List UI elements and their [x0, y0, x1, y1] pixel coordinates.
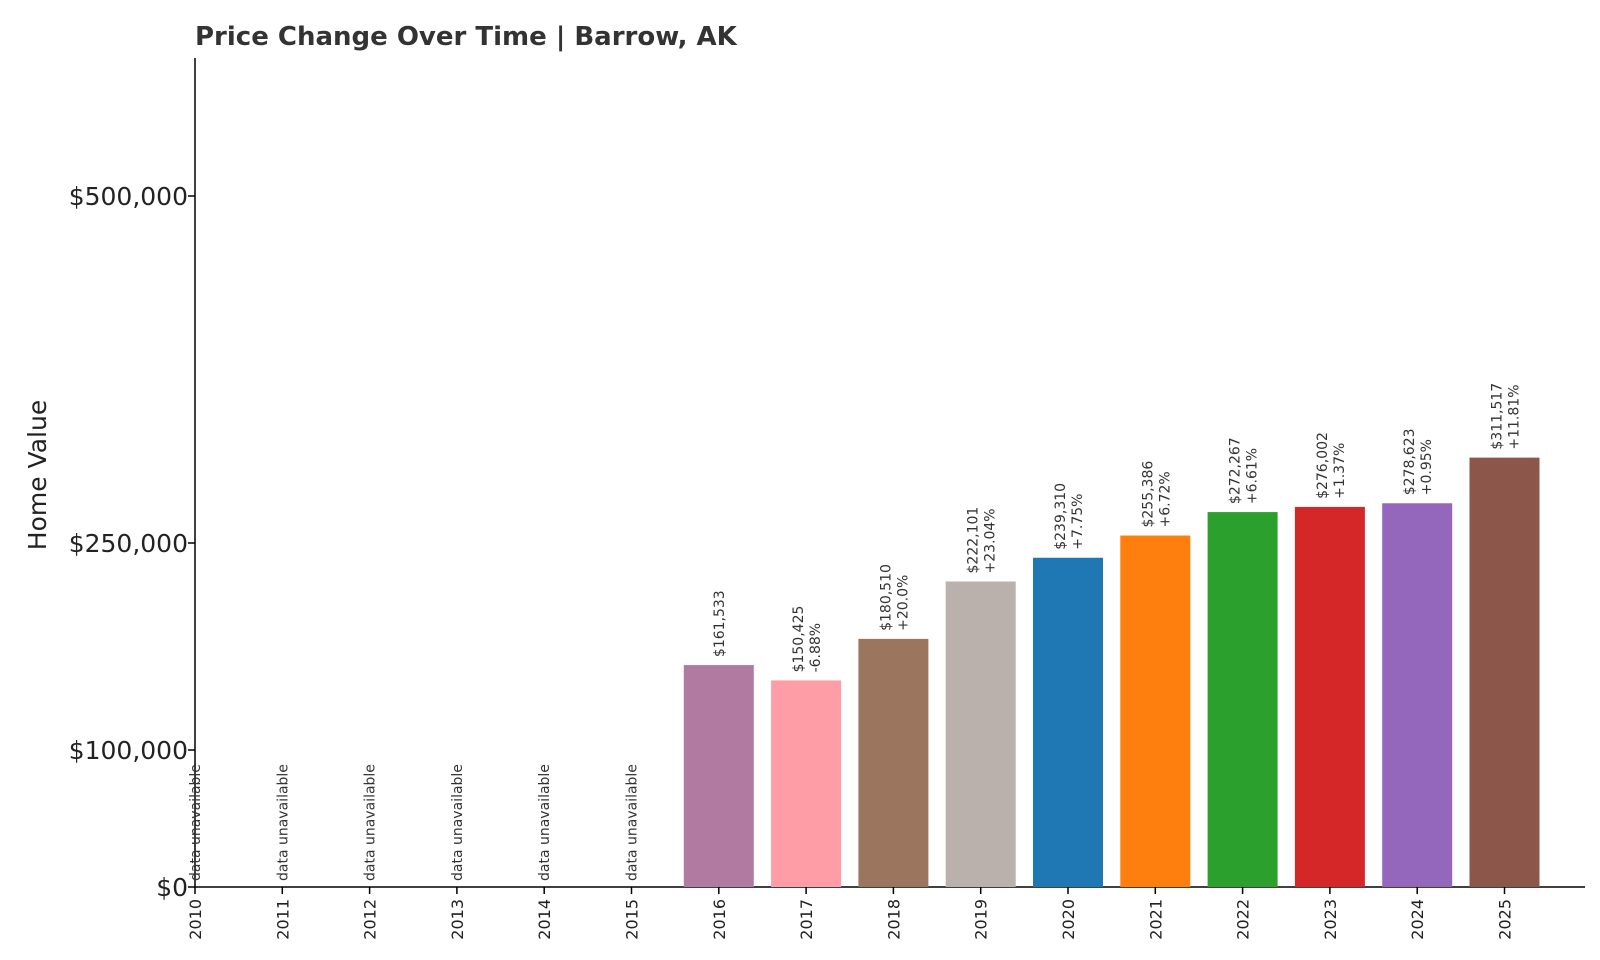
- bar: [1294, 506, 1365, 887]
- x-tick-label: 2011: [273, 899, 292, 940]
- unavailable-label: data unavailable: [537, 764, 553, 881]
- bar: [1120, 535, 1191, 887]
- value-label: $222,101: [966, 507, 982, 574]
- value-label: $272,267: [1228, 437, 1244, 504]
- bar: [858, 638, 929, 887]
- x-tick-label: 2022: [1234, 899, 1253, 940]
- value-label: $255,386: [1140, 461, 1156, 528]
- unavailable-label: data unavailable: [275, 764, 291, 881]
- y-tick-label: $0: [156, 873, 188, 902]
- x-tick-label: 2020: [1059, 899, 1078, 940]
- y-tick-label: $100,000: [69, 736, 188, 765]
- x-tick-label: 2012: [361, 899, 380, 940]
- x-tick-label: 2014: [535, 899, 554, 940]
- y-axis-label: Home Value: [23, 400, 52, 550]
- x-tick-label: 2019: [972, 899, 991, 940]
- bar: [1033, 557, 1103, 887]
- change-label: +0.95%: [1419, 439, 1435, 495]
- x-tick-label: 2021: [1146, 899, 1165, 940]
- change-label: +11.81%: [1507, 384, 1523, 449]
- value-label: $239,310: [1053, 483, 1069, 550]
- x-tick-label: 2025: [1496, 899, 1515, 940]
- y-ticks: $0 $100,000 $250,000 $500,000: [69, 182, 195, 902]
- value-label: $161,533: [712, 590, 728, 657]
- change-label: +6.72%: [1157, 471, 1173, 527]
- unavailable-label: data unavailable: [625, 764, 641, 881]
- x-tick-label: 2018: [884, 899, 903, 940]
- bar: [945, 581, 1016, 887]
- bar: [1207, 512, 1278, 887]
- x-tick-label: 2013: [448, 899, 467, 940]
- x-tick-label: 2010: [186, 899, 205, 940]
- unavailable-label: data unavailable: [188, 764, 204, 881]
- unavailable-label: data unavailable: [363, 764, 379, 881]
- x-tick-label: 2024: [1408, 899, 1427, 940]
- x-tick-label: 2023: [1321, 899, 1340, 940]
- change-label: +6.61%: [1245, 448, 1261, 504]
- y-tick-label: $500,000: [69, 182, 188, 211]
- bar: [683, 665, 754, 887]
- chart-title: Price Change Over Time | Barrow, AK: [195, 22, 738, 52]
- x-tick-label: 2017: [797, 899, 816, 940]
- bars: data unavailable data unavailable data una…: [188, 383, 1540, 887]
- change-label: +20.0%: [895, 575, 911, 631]
- change-label: +1.37%: [1332, 443, 1348, 499]
- value-label: $311,517: [1490, 383, 1506, 450]
- bar: [771, 680, 842, 887]
- change-label: +7.75%: [1070, 494, 1086, 550]
- x-ticks: 2010 2011 2012 2013 2014 2015 2016 2017 2018 2019…: [186, 887, 1515, 940]
- change-label: +23.04%: [983, 508, 999, 573]
- y-tick-label: $250,000: [69, 529, 188, 558]
- value-label: $278,623: [1402, 428, 1418, 495]
- value-label: $276,002: [1315, 432, 1331, 499]
- change-label: -6.88%: [808, 623, 824, 673]
- x-tick-label: 2015: [623, 899, 642, 940]
- bar: [1469, 457, 1540, 887]
- unavailable-label: data unavailable: [450, 764, 466, 881]
- value-label: $180,510: [878, 564, 894, 631]
- bar: [1382, 503, 1453, 887]
- value-label: $150,425: [791, 606, 807, 673]
- x-tick-label: 2016: [710, 899, 729, 940]
